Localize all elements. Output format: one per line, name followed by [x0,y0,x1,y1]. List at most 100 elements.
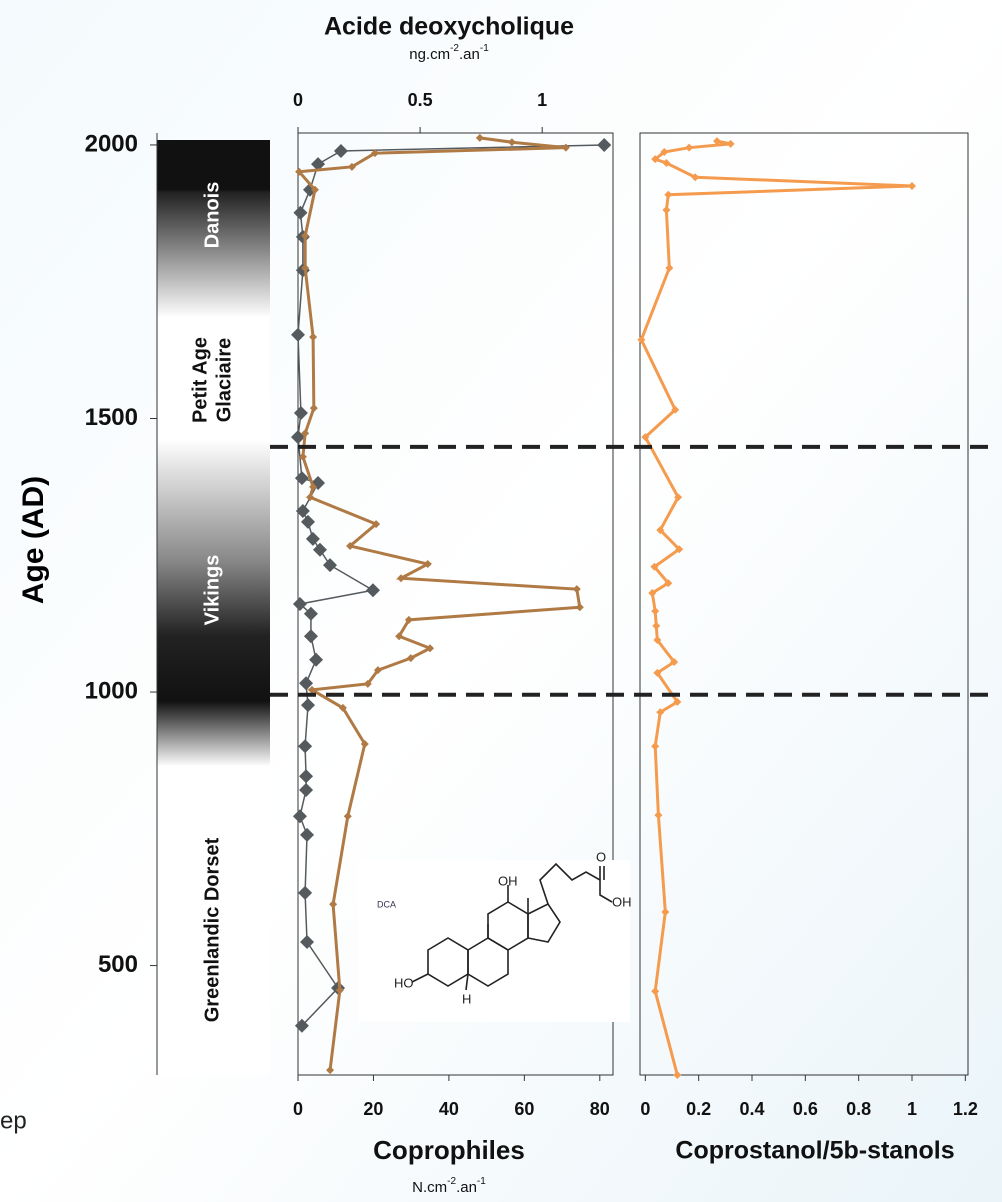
data-point [309,332,318,341]
data-point [292,809,307,824]
atom: H [462,991,471,1006]
data-point [656,708,665,717]
data-point [300,935,315,950]
unit-part: -2 [450,43,459,54]
data-point [908,181,916,190]
y-tick-label: 2000 [85,130,138,157]
data-point [648,589,657,598]
data-point [305,531,320,546]
data-point [651,987,660,996]
inset-caption: DCA [377,899,396,909]
data-point [652,621,661,630]
data-point [673,1071,682,1079]
data-point [291,327,305,342]
atom: OH [498,873,518,888]
data-point [373,666,382,675]
data-point [301,429,310,438]
data-point [650,562,659,571]
zone-label: Glaciaire [213,338,235,423]
data-point [651,155,660,164]
x2-tick-label: 1 [537,90,547,110]
data-point [300,827,315,842]
y-tick-label: 500 [98,951,138,978]
x-axis-title: Coprophiles [373,1135,525,1165]
data-point [347,162,356,171]
x-tick-label: 0.4 [739,1099,764,1119]
data-point [664,190,673,199]
unit-part: .an [459,46,480,63]
data-point [329,900,338,909]
data-point [293,205,308,220]
data-point [311,157,326,172]
data-point [370,149,379,158]
data-point [310,185,319,194]
y-axis-title: Age (AD) [17,476,50,604]
data-line [296,136,582,1071]
x-tick-label: 0 [293,1099,303,1119]
data-point [307,685,316,694]
data-point [295,503,310,518]
data-point [293,406,308,421]
data-line [639,139,913,1076]
text-fragment: ep [0,1107,27,1134]
data-point [507,138,516,147]
data-point [333,143,348,158]
data-point [335,986,344,995]
data-point [561,143,570,152]
unit-part: .an [456,1179,477,1196]
data-point [395,632,404,641]
data-point [651,607,660,616]
data-point [575,603,584,612]
data-point [691,173,700,182]
zone-label: Greenlandic Dorset [201,837,223,1022]
data-point [301,264,310,273]
data-point [360,740,369,749]
data-point [295,167,304,176]
data-point [597,137,612,152]
atom: OH [612,894,632,909]
data-point [726,139,735,148]
data-point [363,679,372,688]
data-point [665,264,674,273]
data-point [661,907,670,916]
data-point [653,668,662,677]
data-point [685,143,694,152]
zone-label: Petit Age [189,337,211,423]
data-point [641,433,650,442]
data-point [675,545,684,554]
data-point [660,148,669,157]
data-point [309,404,318,413]
data-point [303,606,318,621]
zone-label: Vikings [201,555,223,626]
data-point [292,596,307,611]
data-point [298,452,307,461]
data-point [338,703,347,712]
data-point [298,885,313,900]
data-point [713,137,722,146]
data-point [653,636,662,645]
data-point [406,654,415,663]
axis-unit: N.cm-2.an-1 [412,1176,486,1196]
x-tick-label: 80 [590,1099,610,1119]
unit-part: -1 [477,1176,486,1187]
data-point [656,526,665,535]
data-point [572,585,581,594]
data-point [309,652,324,667]
data-point [299,782,314,797]
x-tick-label: 20 [363,1099,383,1119]
x2-tick-label: 0 [293,90,303,110]
panel-frame [639,132,969,1076]
data-point [637,335,646,344]
x2-axis-title: Acide deoxycholique [324,13,574,41]
data-point [426,644,435,653]
axis-unit: ng.cm-2.an-1 [409,43,489,63]
data-point [301,698,316,713]
data-point [299,676,314,691]
data-point [306,493,315,502]
data-point [365,583,380,598]
x-tick-label: 0 [640,1099,650,1119]
x-tick-label: 40 [439,1099,459,1119]
data-point [298,739,313,754]
data-point [343,812,352,821]
